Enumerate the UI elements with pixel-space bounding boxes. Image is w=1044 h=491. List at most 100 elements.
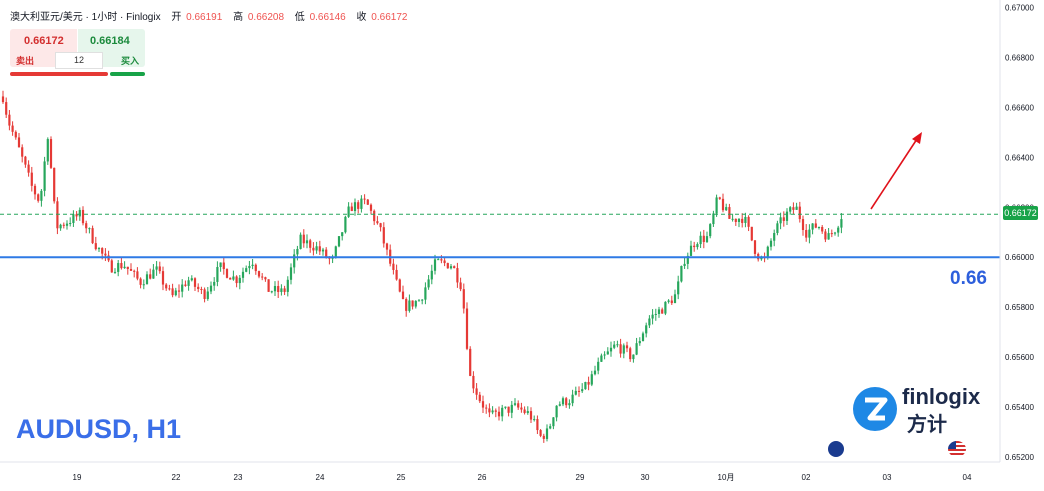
quantity-input[interactable]: 12 — [55, 52, 103, 69]
x-tick-label: 26 — [478, 473, 487, 482]
candle-body — [283, 288, 286, 292]
candle-body — [197, 286, 200, 290]
candle-body — [91, 228, 94, 244]
candle-body — [21, 147, 24, 157]
candle-body — [686, 255, 689, 264]
candle-body — [830, 233, 833, 235]
candle-body — [270, 291, 273, 293]
candle-body — [273, 286, 277, 292]
candle-body — [782, 217, 785, 221]
candle-body — [565, 398, 568, 406]
candle-body — [574, 390, 577, 395]
candle-body — [721, 198, 725, 211]
candle-body — [94, 243, 97, 250]
x-tick-label: 02 — [802, 473, 811, 482]
candle-body — [165, 284, 168, 289]
candle-body — [517, 403, 520, 408]
close-value: 0.66172 — [371, 12, 408, 23]
candle-body — [225, 269, 229, 278]
candle-body — [190, 278, 193, 281]
candle-body — [654, 313, 657, 315]
candle-body — [216, 267, 219, 282]
current-price-tag: 0.66172 — [1003, 206, 1038, 220]
candle-body — [350, 206, 353, 212]
x-axis: 19 22 23 24 25 26 29 30 10月 02 03 04 — [0, 461, 1000, 482]
candle-body — [382, 227, 385, 244]
candle-body — [785, 211, 789, 221]
candle-body — [593, 370, 597, 375]
sell-button[interactable]: 0.66172 卖出 — [10, 29, 77, 67]
candle-body — [529, 411, 533, 420]
candle-body — [536, 419, 539, 431]
high-label: 高 — [233, 12, 244, 23]
australia-flag-icon — [828, 441, 844, 457]
x-tick-label: 24 — [316, 473, 325, 482]
candle-body — [27, 164, 30, 173]
candle-body — [62, 224, 65, 226]
candle-body — [750, 226, 753, 241]
candle-body — [792, 207, 795, 210]
candle-body — [56, 201, 59, 229]
candle-body — [510, 404, 513, 413]
candle-body — [427, 279, 430, 288]
x-tick-label: 03 — [883, 473, 892, 482]
candle-body — [241, 271, 245, 278]
candle-body — [638, 341, 641, 344]
candle-body — [353, 202, 357, 212]
candle-body — [193, 278, 197, 287]
candle-body — [280, 288, 283, 292]
candle-body — [766, 246, 769, 258]
candle-body — [545, 428, 549, 439]
candle-body — [14, 131, 17, 138]
candle-body — [606, 351, 609, 355]
y-tick-label: 0.66000 — [1005, 253, 1034, 262]
candle-body — [101, 248, 104, 254]
candle-body — [110, 260, 113, 273]
candle-body — [88, 228, 91, 230]
candle-body — [478, 394, 481, 402]
candle-body — [539, 430, 542, 436]
candle-body — [37, 194, 40, 201]
candle-body — [417, 300, 421, 302]
candle-body — [200, 289, 203, 291]
candle-body — [437, 259, 440, 261]
candle-body — [1, 96, 5, 103]
candle-body — [696, 244, 699, 248]
candle-body — [635, 343, 638, 355]
candle-body — [184, 284, 187, 286]
candle-body — [747, 216, 750, 227]
candle-body — [795, 206, 798, 210]
logo-text: finlogix — [902, 384, 981, 409]
candle-body — [501, 407, 504, 417]
candle-body — [5, 102, 8, 115]
candle-body — [168, 288, 171, 290]
candle-body — [664, 301, 667, 314]
candle-body — [424, 287, 427, 300]
candle-body — [520, 407, 523, 410]
candle-body — [136, 271, 139, 279]
candle-body — [616, 344, 619, 346]
sell-bar — [10, 72, 108, 76]
candle-body — [392, 263, 395, 270]
candle-body — [670, 300, 673, 304]
candle-body — [725, 207, 728, 211]
candle-body — [53, 167, 56, 202]
candle-body — [597, 361, 600, 371]
candle-body — [475, 388, 478, 395]
candle-body — [158, 266, 161, 272]
candle-body — [65, 223, 69, 226]
open-value: 0.66191 — [186, 12, 223, 23]
candle-body — [97, 248, 101, 250]
candle-body — [59, 224, 62, 229]
candle-body — [363, 198, 366, 200]
candle-body — [827, 233, 830, 240]
trend-arrow-head — [912, 132, 922, 144]
buy-label: 买入 — [120, 56, 139, 66]
candle-body — [257, 271, 261, 277]
candle-body — [49, 139, 53, 168]
candle-body — [238, 277, 241, 284]
candle-body — [337, 236, 341, 247]
candle-body — [779, 217, 782, 224]
candle-body — [248, 265, 251, 269]
candle-body — [587, 381, 590, 385]
